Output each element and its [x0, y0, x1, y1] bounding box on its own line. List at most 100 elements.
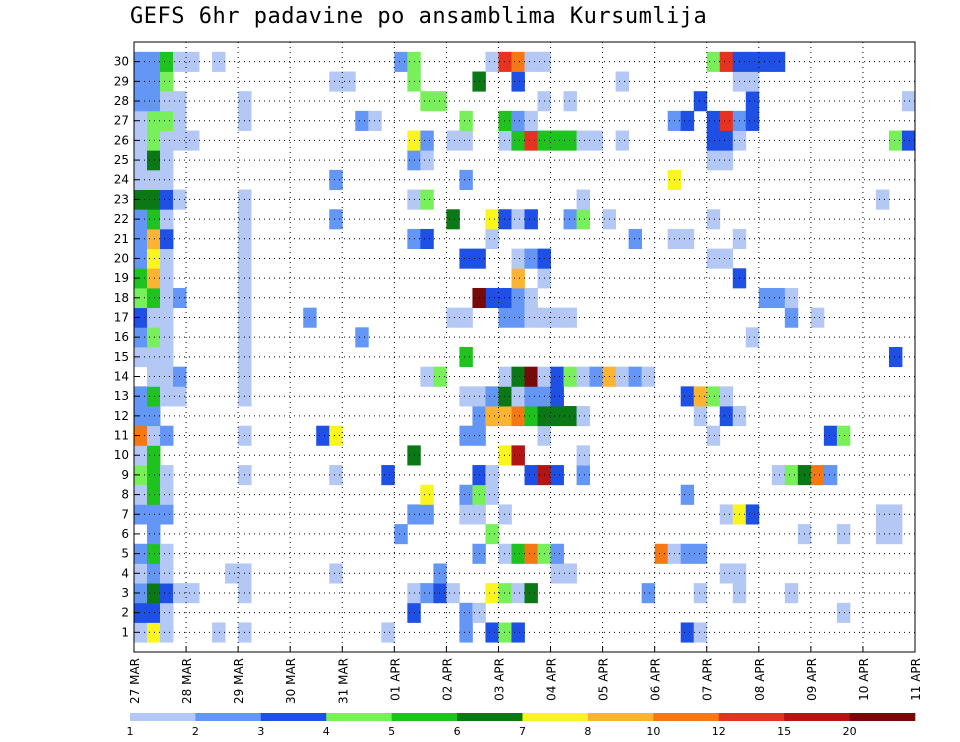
y-tick-label: 13	[114, 389, 129, 403]
heatmap-cell	[563, 307, 577, 328]
heatmap-cell	[446, 130, 460, 151]
heatmap-cell	[433, 563, 447, 584]
heatmap-cell	[485, 484, 499, 505]
heatmap-cell	[420, 189, 434, 210]
heatmap-cell	[550, 465, 564, 486]
x-tick-label: 01 APR	[388, 658, 402, 701]
heatmap-cell	[368, 110, 382, 131]
x-tick-label: 06 APR	[649, 658, 663, 701]
colorbar-label: 10	[646, 725, 660, 738]
colorbar-segment	[849, 713, 916, 721]
heatmap-cell	[355, 110, 369, 131]
y-tick-label: 16	[114, 330, 129, 344]
heatmap-cell	[147, 228, 161, 250]
heatmap-cell	[888, 504, 903, 525]
heatmap-cell	[160, 268, 174, 289]
heatmap-cell	[550, 386, 564, 407]
heatmap-cell	[459, 248, 473, 269]
heatmap-cell	[212, 51, 226, 72]
x-tick-label: 08 APR	[753, 658, 767, 701]
heatmap-cell	[134, 425, 148, 446]
heatmap-cell	[381, 465, 395, 486]
heatmap-cell	[784, 583, 799, 604]
colorbar-segment	[522, 713, 589, 721]
heatmap-cell	[147, 189, 161, 210]
heatmap-cell	[147, 169, 161, 190]
heatmap-cell	[160, 91, 174, 112]
heatmap-cell	[147, 484, 161, 505]
heatmap-cell	[589, 366, 603, 387]
heatmap-cell	[134, 71, 148, 92]
heatmap-cell	[160, 209, 174, 230]
heatmap-cell	[563, 91, 577, 112]
colorbar-segment	[391, 713, 458, 721]
heatmap-cell	[134, 622, 148, 643]
heatmap-cell	[719, 130, 734, 151]
y-tick-label: 29	[114, 74, 129, 88]
heatmap-cell	[719, 386, 734, 407]
heatmap-cell	[524, 110, 538, 131]
heatmap-cell	[875, 524, 890, 545]
grid-lines	[134, 42, 915, 652]
heatmap-cell	[511, 51, 525, 72]
heatmap-cell	[498, 110, 512, 131]
heatmap-cell	[563, 130, 577, 151]
heatmap-cell	[823, 425, 838, 446]
heatmap-cell	[784, 465, 799, 486]
y-tick-label: 15	[114, 350, 129, 364]
heatmap-cell	[758, 287, 773, 309]
heatmap-cell	[147, 465, 161, 486]
heatmap-cell	[511, 543, 525, 564]
heatmap-cell	[485, 386, 499, 407]
heatmap-cell	[134, 189, 148, 210]
heatmap-cell	[160, 366, 174, 387]
heatmap-cell	[342, 71, 356, 92]
heatmap-cell	[485, 209, 499, 230]
heatmap-cell	[134, 209, 148, 230]
colorbar-segment	[260, 713, 327, 721]
y-tick-label: 8	[121, 488, 129, 502]
y-tick-label: 30	[114, 55, 129, 69]
heatmap-cell	[147, 563, 161, 584]
heatmap-cell	[680, 386, 695, 407]
x-tick-label: 09 APR	[805, 658, 819, 701]
heatmap-cell	[160, 602, 174, 623]
heatmap-cell	[524, 583, 538, 604]
y-tick-label: 3	[121, 586, 129, 600]
heatmap-cell	[576, 445, 590, 466]
heatmap-cell	[498, 366, 512, 387]
heatmap-cell	[628, 366, 643, 387]
heatmap-cell	[719, 563, 734, 584]
heatmap-cell	[134, 504, 148, 525]
heatmap-cell	[615, 130, 630, 151]
heatmap-cell	[485, 622, 499, 643]
heatmap-cell	[745, 91, 760, 112]
heatmap-cell	[186, 51, 200, 72]
heatmap-cell	[719, 150, 734, 171]
heatmap-cell	[524, 366, 538, 387]
heatmap-cell	[160, 386, 174, 407]
heatmap-cell	[433, 366, 447, 387]
heatmap-cell	[316, 425, 330, 446]
heatmap-cell	[576, 130, 590, 151]
heatmap-cell	[134, 445, 148, 466]
heatmap-cell	[719, 248, 734, 269]
heatmap-cell	[147, 602, 161, 623]
heatmap-cell	[706, 130, 721, 151]
x-tick-label: 29 MAR	[232, 658, 246, 704]
colorbar-segment	[457, 713, 523, 721]
x-tick-label: 31 MAR	[336, 658, 350, 704]
heatmap-cell	[134, 583, 148, 604]
heatmap-cell	[706, 248, 721, 269]
x-tick-label: 27 MAR	[128, 658, 142, 704]
heatmap-cell	[186, 583, 200, 604]
heatmap-cell	[134, 406, 148, 427]
y-tick-label: 17	[114, 310, 129, 324]
heatmap-cell	[134, 130, 148, 151]
heatmap-cell	[433, 583, 447, 604]
heatmap-cell	[446, 209, 460, 230]
heatmap-cell	[147, 130, 161, 151]
heatmap-cell	[459, 602, 473, 623]
heatmap-cell	[160, 130, 174, 151]
heatmap-cell	[160, 543, 174, 564]
